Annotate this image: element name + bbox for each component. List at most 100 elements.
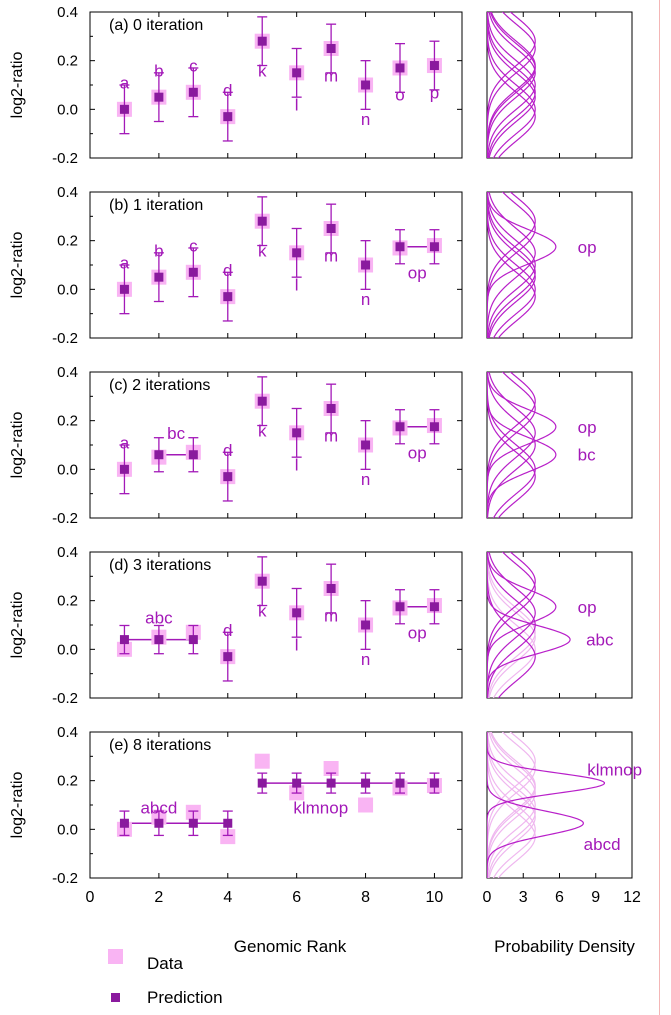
panel-0: 0.4 0.2 0.0 -0.2 log2-ratio (a) 0 iteration a b… bbox=[9, 4, 633, 167]
prediction-point bbox=[119, 284, 129, 294]
legend-data-swatch bbox=[108, 949, 123, 964]
density-curve bbox=[487, 192, 536, 338]
y-tick-label: 0.0 bbox=[57, 461, 78, 478]
prediction-point bbox=[188, 267, 198, 277]
prediction-point bbox=[292, 248, 302, 258]
panel-title: (e) 8 iterations bbox=[109, 737, 211, 754]
y-tick-label: 0.4 bbox=[57, 364, 78, 381]
density-curves bbox=[487, 372, 557, 518]
density-curve bbox=[487, 372, 557, 518]
prediction-point bbox=[292, 68, 302, 78]
density-label: klmnop bbox=[587, 761, 642, 780]
density-label: bc bbox=[578, 446, 596, 465]
prediction-point bbox=[257, 576, 267, 586]
x-tick-label: 2 bbox=[154, 889, 163, 906]
prediction-point bbox=[395, 778, 405, 788]
y-tick-label: 0.0 bbox=[57, 101, 78, 118]
point-label: d bbox=[223, 621, 232, 640]
prediction-point bbox=[119, 104, 129, 114]
right-edge-rule bbox=[659, 0, 660, 1015]
point-label: a bbox=[120, 434, 130, 453]
panel-3: 0.4 0.2 0.0 -0.2 log2-ratio (d) 3 iterations a… bbox=[9, 544, 633, 707]
x-tick-label: 10 bbox=[426, 889, 444, 906]
y-axis-title: log2-ratio bbox=[9, 592, 26, 659]
prediction-point bbox=[223, 112, 233, 122]
prediction-point bbox=[361, 620, 371, 630]
density-axes-frame bbox=[486, 191, 633, 339]
point-label: n bbox=[361, 290, 370, 309]
prediction-point bbox=[395, 602, 405, 612]
prediction-point bbox=[429, 61, 439, 71]
legend: Data Prediction bbox=[108, 949, 223, 1007]
panel-title: (c) 2 iterations bbox=[109, 377, 210, 394]
point-label: d bbox=[223, 261, 232, 280]
y-tick-label: 0.4 bbox=[57, 4, 78, 21]
y-axis-title: log2-ratio bbox=[9, 772, 26, 839]
y-axis-title: log2-ratio bbox=[9, 52, 26, 119]
density-curve bbox=[487, 192, 536, 338]
point-label: m bbox=[324, 66, 338, 85]
point-label: n bbox=[361, 110, 370, 129]
prediction-point bbox=[257, 396, 267, 406]
point-label: k bbox=[258, 601, 267, 620]
prediction-point bbox=[154, 450, 164, 460]
point-label: o bbox=[395, 86, 404, 105]
point-label: op bbox=[408, 263, 427, 282]
point-label: m bbox=[324, 426, 338, 445]
y-tick-label: -0.2 bbox=[52, 870, 78, 887]
prediction-point bbox=[395, 242, 405, 252]
point-label: l bbox=[295, 275, 299, 294]
panel-title: (a) 0 iteration bbox=[109, 17, 203, 34]
density-curve bbox=[487, 12, 536, 158]
prediction-point bbox=[223, 652, 233, 662]
point-label: op bbox=[408, 443, 427, 462]
prediction-point bbox=[395, 63, 405, 73]
prediction-point bbox=[326, 224, 336, 233]
point-label: op bbox=[408, 623, 427, 642]
prediction-point bbox=[429, 778, 439, 788]
point-label: k bbox=[258, 421, 267, 440]
density-label: op bbox=[578, 598, 597, 617]
point-label: abcd bbox=[140, 798, 177, 817]
density-curve bbox=[487, 552, 571, 698]
prediction-point bbox=[188, 450, 198, 460]
prediction-point bbox=[361, 80, 371, 90]
prediction-point bbox=[154, 92, 164, 102]
density-label: abcd bbox=[584, 835, 621, 854]
prediction-point bbox=[154, 635, 164, 645]
x-tick-label: 6 bbox=[292, 889, 301, 906]
prediction-point bbox=[429, 422, 439, 432]
density-tick-label: 9 bbox=[591, 889, 600, 906]
point-label: b bbox=[154, 241, 163, 260]
prediction-point bbox=[188, 635, 198, 645]
point-label: d bbox=[223, 441, 232, 460]
y-tick-label: 0.4 bbox=[57, 544, 78, 561]
prediction-point bbox=[326, 44, 336, 53]
density-curve bbox=[487, 732, 585, 878]
legend-prediction-swatch bbox=[111, 993, 120, 1002]
y-tick-label: 0.2 bbox=[57, 53, 78, 70]
prediction-point bbox=[292, 428, 302, 438]
point-label: d bbox=[223, 81, 232, 100]
density-curve bbox=[487, 12, 536, 158]
point-label: m bbox=[324, 246, 338, 265]
point-label: n bbox=[361, 470, 370, 489]
point-label: c bbox=[189, 57, 198, 76]
density-label: op bbox=[578, 418, 597, 437]
point-label: p bbox=[430, 83, 439, 102]
density-axes-frame bbox=[486, 551, 633, 699]
panel-4: 0.4 0.2 0.0 -0.2 log2-ratio (e) 8 iterations a… bbox=[9, 724, 642, 956]
y-tick-label: 0.2 bbox=[57, 593, 78, 610]
density-tick-label: 12 bbox=[623, 889, 641, 906]
density-curve bbox=[487, 552, 536, 698]
data-point bbox=[323, 761, 339, 776]
point-label: bc bbox=[167, 424, 185, 443]
panel-1: 0.4 0.2 0.0 -0.2 log2-ratio (b) 1 iteration a b… bbox=[9, 184, 633, 347]
density-curve bbox=[487, 552, 536, 698]
y-axis-title: log2-ratio bbox=[9, 412, 26, 479]
y-tick-label: 0.0 bbox=[57, 281, 78, 298]
point-label: l bbox=[295, 455, 299, 474]
density-curve bbox=[487, 552, 557, 698]
point-label: a bbox=[120, 254, 130, 273]
